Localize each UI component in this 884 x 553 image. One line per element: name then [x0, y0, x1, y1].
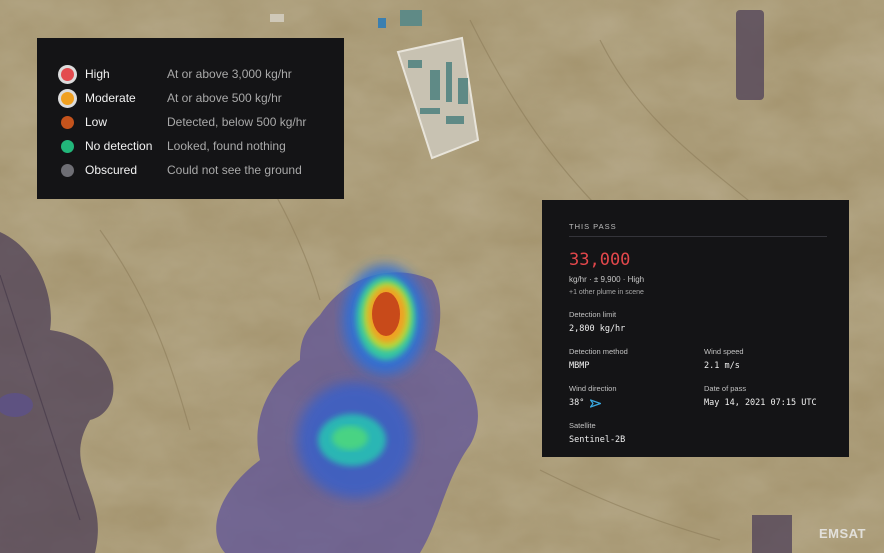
brand-logo: EMSAT	[818, 526, 866, 541]
date-of-pass-value: May 14, 2021 07:15 UTC	[704, 398, 817, 408]
satellite: Satellite Sentinel-2B	[569, 421, 704, 445]
emission-rate-detail: kg/hr · ± 9,900 · High	[569, 275, 645, 284]
detection-method-value: MBMP	[569, 361, 590, 371]
legend-item-moderate: Moderate At or above 500 kg/hr	[61, 86, 344, 110]
pass-details-grid: Detection method MBMP Wind speed 2.1 m/s…	[569, 347, 827, 445]
legend-label: Moderate	[85, 91, 136, 105]
pass-details-panel: THIS PASS 33,000 kg/hr · ± 9,900 · High …	[542, 200, 849, 457]
legend-description: At or above 3,000 kg/hr	[167, 67, 292, 81]
legend-description: Looked, found nothing	[167, 139, 286, 153]
date-of-pass-label: Date of pass	[704, 384, 747, 393]
other-plumes-note: +1 other plume in scene	[569, 289, 644, 296]
detection-limit-label: Detection limit	[569, 310, 617, 319]
wind-arrow-icon	[590, 398, 602, 408]
legend-item-no-detection: No detection Looked, found nothing	[61, 134, 344, 158]
obscured-regions	[0, 10, 792, 553]
no-detection-dot-icon	[61, 139, 74, 153]
legend-item-low: Low Detected, below 500 kg/hr	[61, 110, 344, 134]
legend-label: Low	[85, 115, 108, 129]
emission-rate: 33,000	[569, 250, 631, 270]
legend-description: Could not see the ground	[167, 163, 302, 177]
detection-method-label: Detection method	[569, 347, 628, 356]
date-of-pass: Date of pass May 14, 2021 07:15 UTC	[704, 384, 834, 408]
wind-speed-label: Wind speed	[704, 347, 744, 356]
legend-description: Detected, below 500 kg/hr	[167, 115, 307, 129]
facility-compound	[270, 10, 480, 160]
legend-label: No detection	[85, 139, 153, 153]
high-dot-icon	[61, 67, 74, 81]
legend-label: Obscured	[85, 163, 138, 177]
wind-speed-value: 2.1 m/s	[704, 361, 740, 371]
satellite-label: Satellite	[569, 421, 596, 430]
detection-method: Detection method MBMP	[569, 347, 704, 371]
legend-panel: High At or above 3,000 kg/hr Moderate At…	[37, 38, 344, 199]
detection-limit: Detection limit 2,800 kg/hr	[569, 310, 827, 334]
methane-plume	[0, 265, 478, 553]
detection-limit-value: 2,800 kg/hr	[569, 324, 626, 334]
wind-direction-row: 38°	[569, 398, 704, 408]
legend-item-high: High At or above 3,000 kg/hr	[61, 62, 344, 86]
wind-direction: Wind direction 38°	[569, 384, 704, 408]
legend-label: High	[85, 67, 110, 81]
legend-item-obscured: Obscured Could not see the ground	[61, 158, 344, 182]
moderate-dot-icon	[61, 91, 74, 105]
legend-description: At or above 500 kg/hr	[167, 91, 282, 105]
low-dot-icon	[61, 115, 74, 129]
obscured-dot-icon	[61, 163, 74, 177]
wind-direction-value: 38°	[569, 398, 585, 408]
wind-speed: Wind speed 2.1 m/s	[704, 347, 834, 371]
wind-direction-label: Wind direction	[569, 384, 617, 393]
pass-header: THIS PASS	[569, 222, 827, 237]
satellite-value: Sentinel-2B	[569, 435, 626, 445]
